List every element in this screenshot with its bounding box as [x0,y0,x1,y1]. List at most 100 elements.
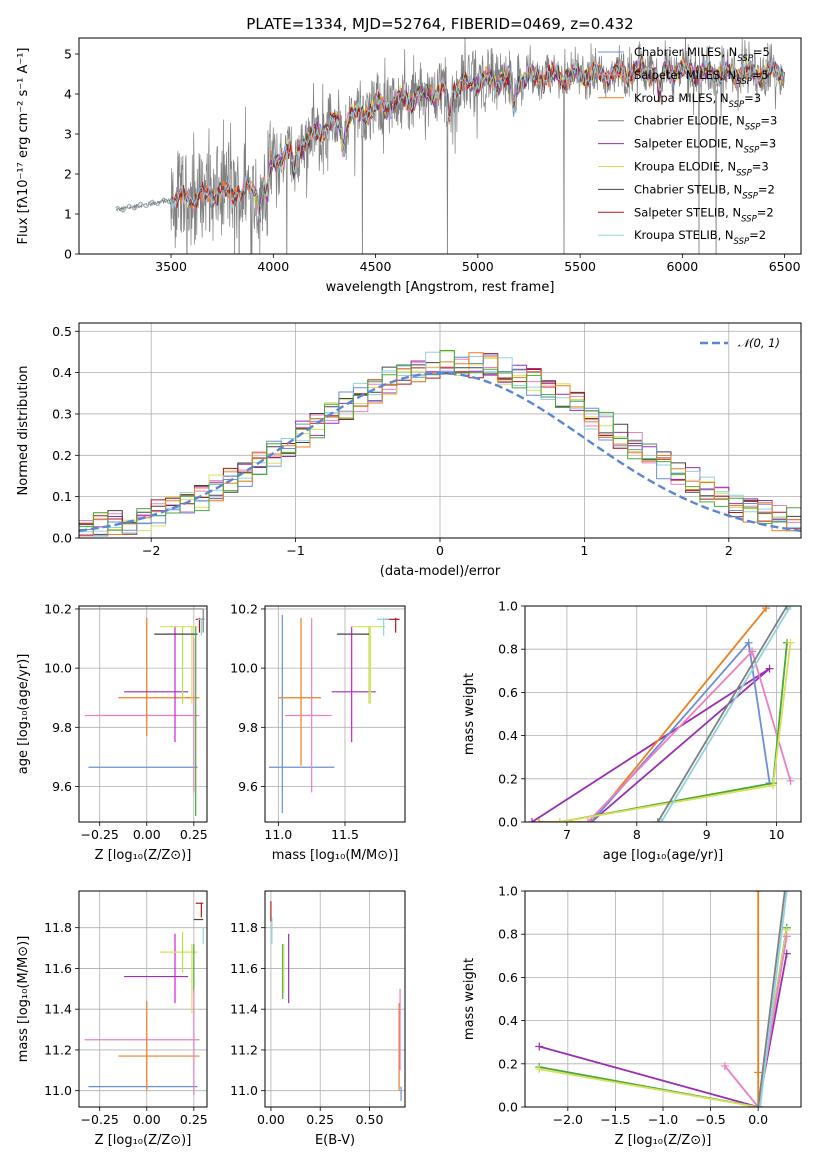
weight-marker [754,1068,763,1077]
legend-entry: 𝒩(0, 1) [738,336,780,350]
legend-entry: Kroupa MILES, NSSP=3 [634,91,761,110]
weight-line-6 [759,891,788,1107]
weight-marker [782,891,791,895]
x-tick-label: 5500 [564,259,596,274]
weight-marker [780,891,789,895]
legend-entry: Chabrier STELIB, NSSP=2 [634,182,775,201]
y-tick-label: 9.6 [238,779,258,794]
x-tick-label: 0.00 [133,1112,161,1127]
y-tick-label: 11.0 [44,1083,72,1098]
chart-weight_vs_age: 7 8 9 10 0.0 0.2 0.4 0.6 0.8 1.0 age [log₁₀(age/yr… [462,599,802,863]
errorbar-point [197,617,206,636]
x-tick-label: 8 [633,827,641,842]
plot-area [84,902,204,1095]
y-tick-label: 10.0 [44,661,72,676]
weight-marker [653,818,662,822]
plot-area [270,901,402,1101]
y-tick-label: 0.1 [52,489,72,504]
normal-curve [79,371,801,532]
y-tick-label: 9.8 [52,720,72,735]
weight-marker [748,647,757,656]
plot-area [535,891,791,1107]
axes-frame [264,890,406,1108]
y-tick-label: 11.4 [44,1002,72,1017]
axes-frame [78,322,802,539]
y-tick-label: 1.0 [498,599,518,614]
errorbar-point [118,617,200,737]
x-axis-label: E(B-V) [315,1133,355,1148]
weight-marker [534,818,543,822]
y-tick-label: 9.8 [238,720,258,735]
x-tick-label: 4500 [360,259,392,274]
legend-entry: Salpeter MILES, NSSP=5 [634,68,769,87]
chart-age_vs_mass: 11.0 11.5 9.6 9.8 10.0 10.2 mass [log₁₀(M/M⊙)] [230,601,406,863]
weight-marker [762,606,771,613]
legend-entry: Chabrier MILES, NSSP=5 [634,45,770,64]
errorbar-point [195,617,204,633]
y-tick-label: 0.0 [498,815,518,830]
axes-frame [264,605,406,823]
figure-title: PLATE=1334, MJD=52764, FIBERID=0469, z=0… [246,15,633,33]
x-axis-label: (data-model)/error [380,564,501,579]
x-tick-label: 2 [725,543,733,558]
x-tick-label: 11.0 [264,827,292,842]
y-tick-label: 11.6 [230,961,258,976]
y-tick-label: 5 [64,47,72,62]
axes-frame [78,605,208,823]
errorbar-point [195,902,204,918]
y-tick-label: 0.4 [498,1013,518,1028]
errorbar-point [269,614,335,814]
legend-entry: Kroupa ELODIE, NSSP=3 [634,160,769,179]
x-axis-label: mass [log₁₀(M/M⊙)] [272,848,399,863]
weight-line-3 [724,936,788,1107]
x-tick-label: 11.5 [331,827,359,842]
histogram-8 [79,350,801,531]
y-tick-label: 3 [64,127,72,142]
plot-area [115,38,786,254]
y-tick-label: 1.0 [498,884,518,899]
y-tick-label: 2 [64,167,72,182]
x-tick-label: −1 [286,543,304,558]
axes-frame [524,890,802,1108]
x-tick-label: −0.25 [81,827,119,842]
weight-marker [783,606,792,610]
y-tick-label: 1 [64,207,72,222]
x-tick-label: 6000 [666,259,698,274]
legend: 𝒩(0, 1) [700,336,780,350]
y-axis-label: mass weight [462,958,477,1040]
errorbar-point [278,617,321,766]
y-tick-label: 11.0 [230,1083,258,1098]
y-tick-label: 11.2 [230,1042,258,1057]
y-tick-label: 11.8 [44,920,72,935]
x-tick-label: −0.5 [695,1112,725,1127]
x-tick-label: 10 [769,827,785,842]
model-line-8 [115,54,786,219]
chart-mass_vs_Z: −0.25 0.00 0.25 11.0 11.2 11.4 11.6 11.8 Z [log₁… [16,890,208,1148]
y-tick-label: 0.2 [498,1056,518,1071]
weight-marker [769,781,778,790]
weight-marker [765,664,774,673]
chart-spectrum: 3500 4000 4500 5000 5500 6000 6500 0 1 2 3 4 5 wavele… [16,37,802,295]
chart-age_vs_Z: −0.25 0.00 0.25 9.6 9.8 10.0 10.2 Z [log₁₀(Z/Z⊙… [16,601,208,863]
weight-marker [744,638,753,647]
y-tick-label: 0.6 [498,685,518,700]
y-tick-label: 0.2 [498,771,518,786]
errorbar-point [350,626,385,704]
legend: Chabrier MILES, NSSP=5 Salpeter MILES, NS… [598,45,777,247]
y-axis-label: mass weight [462,673,477,755]
errorbar-point [159,626,198,704]
plot-area [269,614,400,814]
y-tick-label: 0.3 [52,406,72,421]
x-axis-label: Z [log₁₀(Z/Z⊙)] [615,1133,712,1148]
x-tick-label: 0.25 [180,827,208,842]
x-tick-label: 0.25 [306,1112,334,1127]
chart-mass_vs_EBV: 0.00 0.25 0.50 11.0 11.2 11.4 11.6 11.8 E(B-V) [230,890,406,1148]
weight-marker [535,1042,544,1051]
axes-frame [78,890,208,1108]
legend-entry: Chabrier ELODIE, NSSP=3 [634,114,777,133]
y-tick-label: 10.2 [44,601,72,616]
x-tick-label: 3500 [155,259,187,274]
x-tick-label: 7 [563,827,571,842]
weight-marker [754,1103,763,1107]
